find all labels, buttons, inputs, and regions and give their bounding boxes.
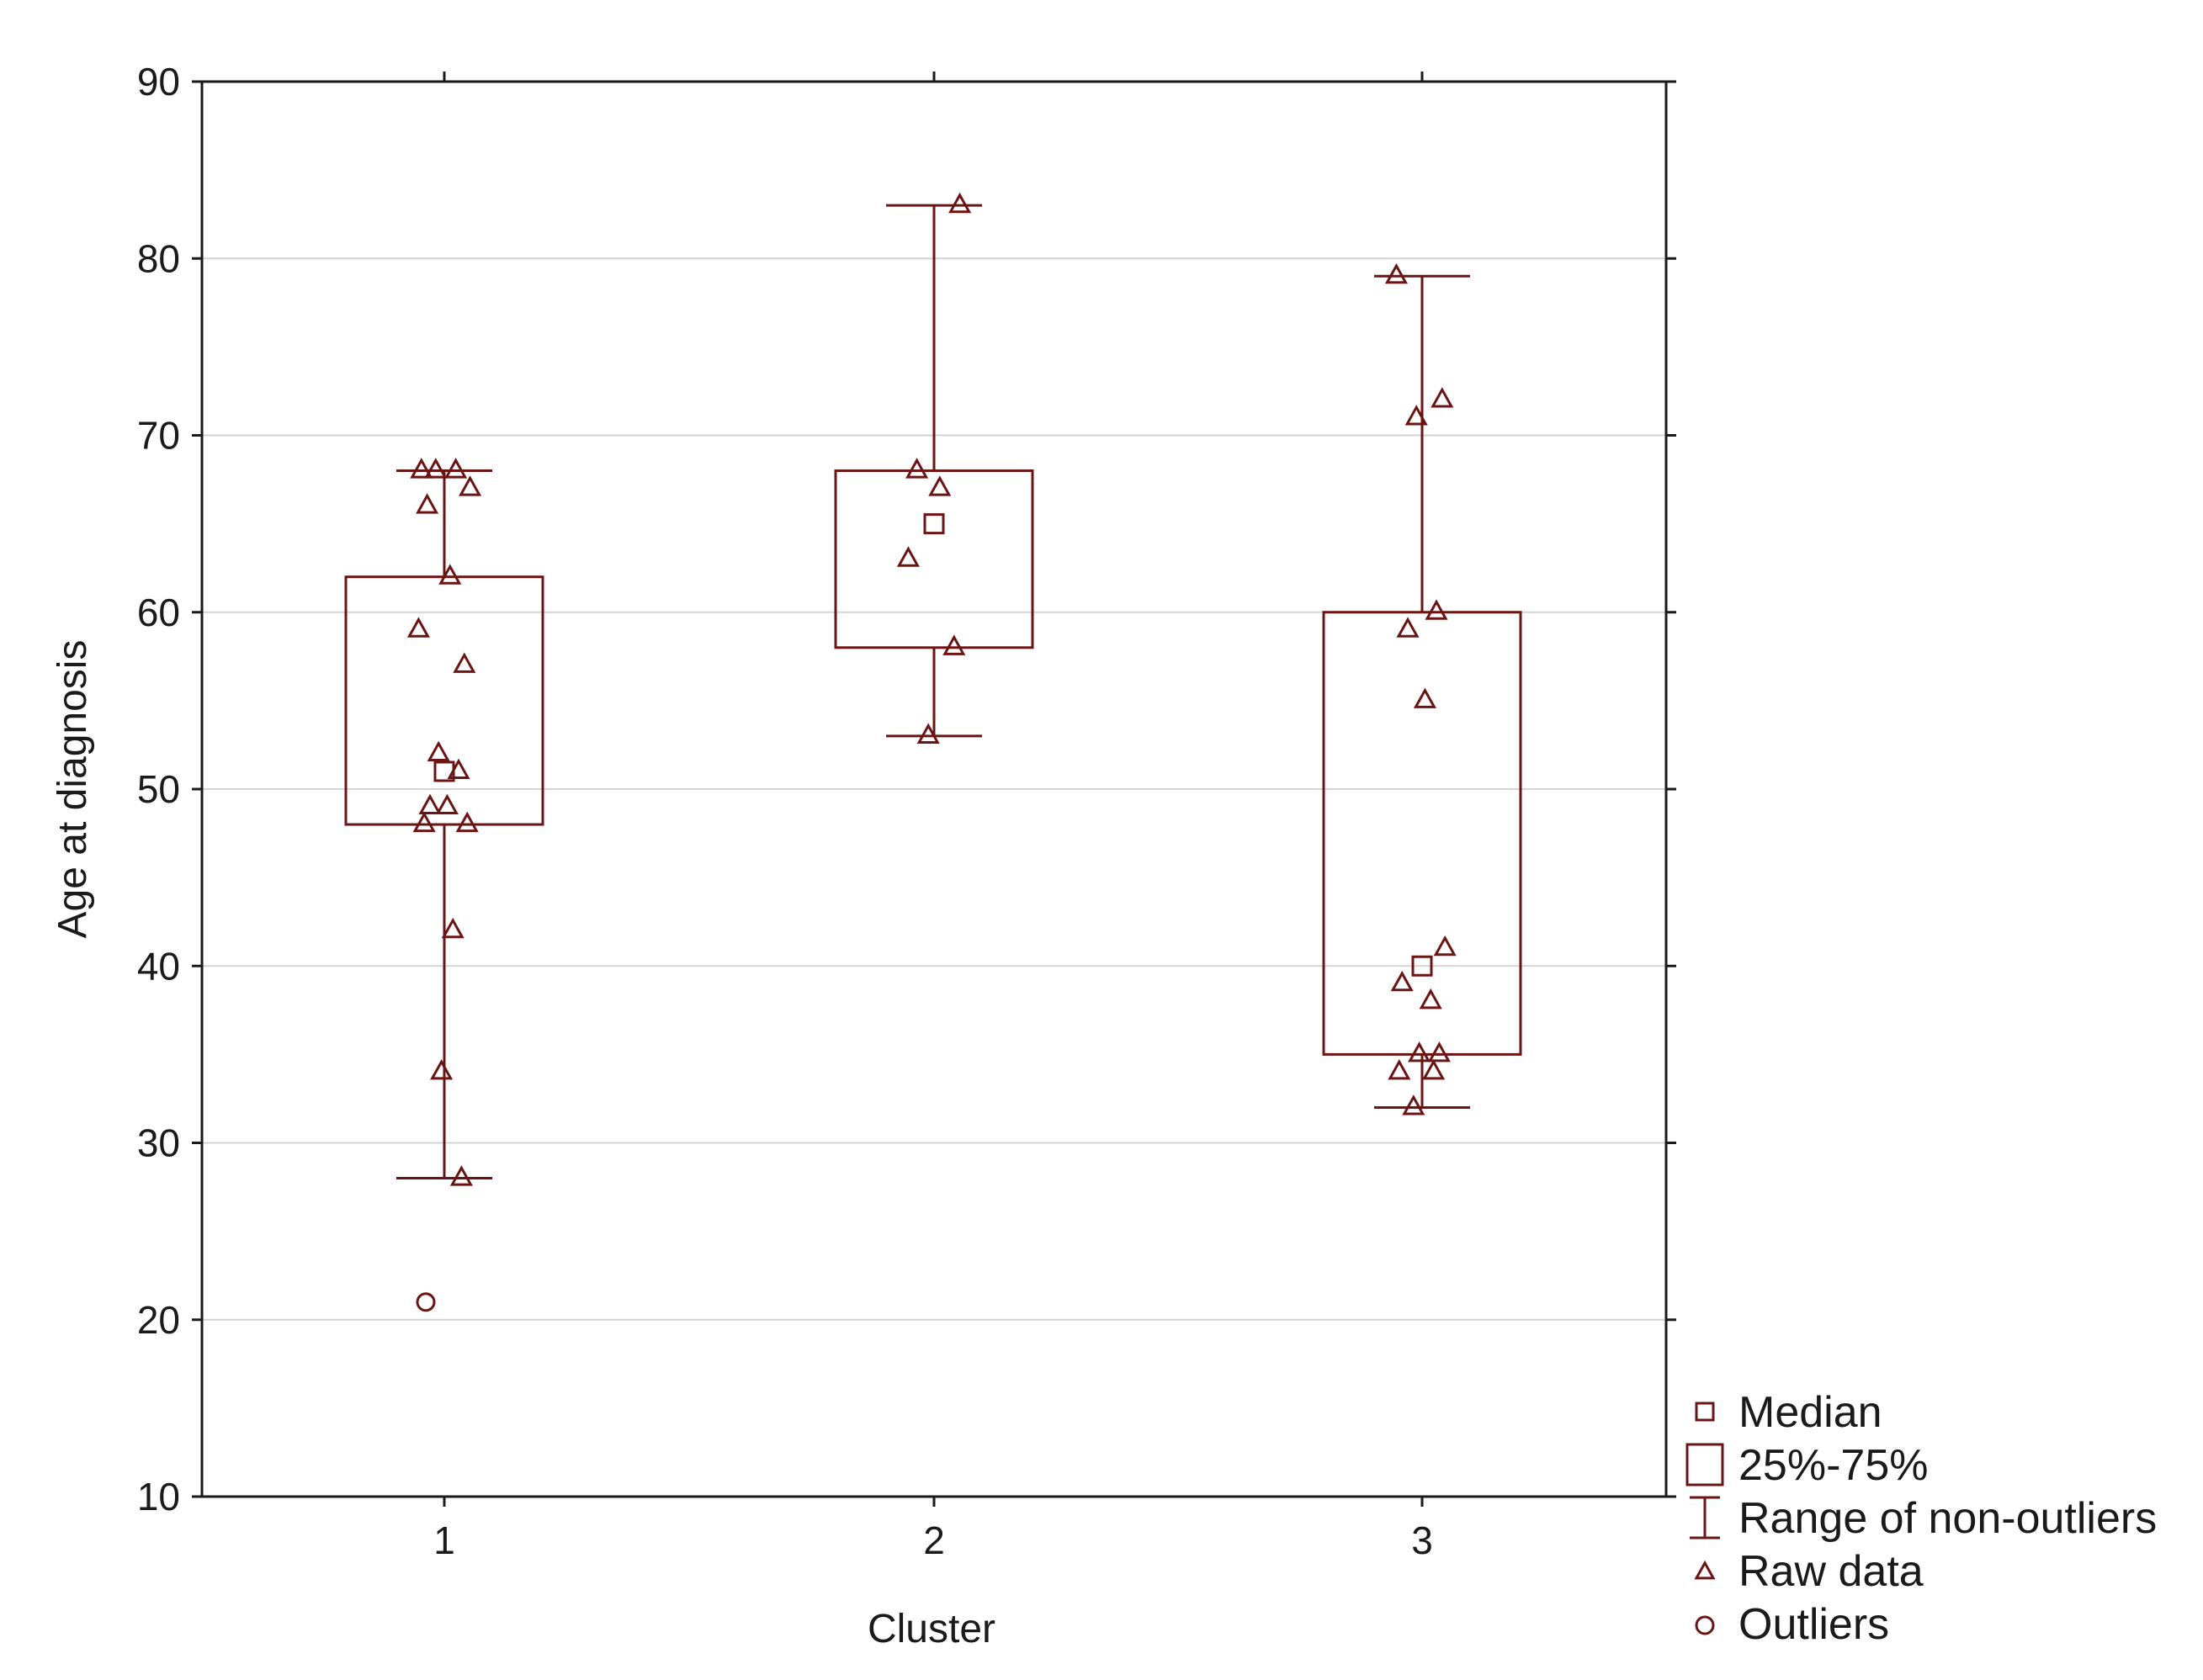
raw-data-point (418, 793, 442, 815)
iqr-box (344, 575, 544, 826)
raw-data-point (453, 652, 476, 673)
legend-item-range: Range of non-outliers (1690, 1494, 2157, 1543)
legend-median-symbol (1695, 1402, 1715, 1422)
legend-item-median: Median (1695, 1388, 1882, 1437)
raw-data-point (1422, 1059, 1446, 1080)
x-tick-label: 3 (1411, 1518, 1433, 1562)
iqr-box (1322, 611, 1522, 1056)
raw-data-point (896, 546, 920, 567)
legend-label: Raw data (1739, 1547, 1924, 1596)
outlier-point (416, 1292, 436, 1312)
raw-data-point (928, 475, 952, 496)
y-axis: 10 20 30 40 50 60 70 80 90 (137, 60, 1676, 1518)
legend-outlier-symbol (1695, 1615, 1715, 1635)
median-marker (433, 761, 455, 782)
y-tick-label: 30 (137, 1121, 180, 1165)
raw-data-point (1388, 1059, 1411, 1080)
y-tick-label: 40 (137, 944, 180, 988)
raw-data-point (424, 458, 448, 479)
raw-data-point (1384, 262, 1408, 284)
raw-data-point (1390, 970, 1414, 992)
median-marker (1411, 955, 1433, 977)
raw-data-point (1419, 988, 1442, 1010)
raw-data-point (435, 793, 459, 815)
raw-data-point (1408, 1041, 1431, 1063)
median-marker (923, 513, 945, 535)
x-axis-title: Cluster (868, 1607, 995, 1651)
iqr-box (834, 469, 1034, 649)
raw-data-point (438, 564, 462, 585)
raw-data-point (430, 1059, 454, 1080)
legend-label: 25%-75% (1739, 1441, 1928, 1490)
raw-data-point (1427, 1041, 1451, 1063)
legend-raw-symbol (1694, 1560, 1716, 1580)
x-tick-label: 1 (433, 1518, 455, 1562)
legend-item-outlier: Outliers (1695, 1600, 1889, 1649)
box-cluster-1 (344, 458, 544, 1312)
raw-data-point (427, 740, 450, 761)
raw-data-point (1433, 935, 1457, 957)
raw-data-point (447, 758, 470, 779)
raw-data-point (455, 811, 479, 833)
raw-data-point (1404, 405, 1428, 426)
raw-data-point (410, 458, 433, 479)
box-cluster-2 (834, 192, 1034, 744)
raw-data-point (1402, 1094, 1425, 1116)
x-axis: 1 2 3 (433, 72, 1433, 1562)
raw-data-point (948, 192, 972, 214)
y-tick-label: 10 (137, 1475, 180, 1518)
raw-data-point (412, 811, 436, 833)
y-tick-label: 70 (137, 414, 180, 458)
raw-data-point (1425, 599, 1448, 620)
legend-item-raw: Raw data (1694, 1547, 1924, 1596)
legend-item-box: 25%-75% (1685, 1441, 1928, 1490)
raw-data-point (1431, 387, 1454, 408)
raw-data-point (406, 617, 430, 638)
boxes (344, 192, 1522, 1312)
raw-data-point (1396, 617, 1420, 638)
y-tick-label: 80 (137, 236, 180, 280)
raw-data-point (444, 458, 468, 479)
y-axis-title: Age at diagnosis (50, 640, 95, 939)
raw-data-point (416, 493, 439, 514)
y-tick-label: 20 (137, 1298, 180, 1342)
raw-data-point (449, 1165, 473, 1186)
box-cluster-3 (1322, 262, 1522, 1116)
raw-data-point (905, 458, 929, 479)
raw-data-point (1413, 687, 1436, 708)
y-tick-label: 50 (137, 767, 180, 811)
x-tick-label: 2 (923, 1518, 945, 1562)
raw-data-point (459, 475, 482, 496)
raw-data-point (916, 723, 940, 744)
legend-label: Outliers (1739, 1600, 1889, 1649)
legend-label: Median (1739, 1388, 1882, 1437)
y-tick-label: 60 (137, 591, 180, 634)
legend-label: Range of non-outliers (1739, 1494, 2157, 1543)
raw-data-point (942, 634, 966, 655)
legend-box-symbol (1685, 1443, 1724, 1487)
raw-data-point (441, 917, 464, 939)
y-tick-label: 90 (137, 60, 180, 103)
